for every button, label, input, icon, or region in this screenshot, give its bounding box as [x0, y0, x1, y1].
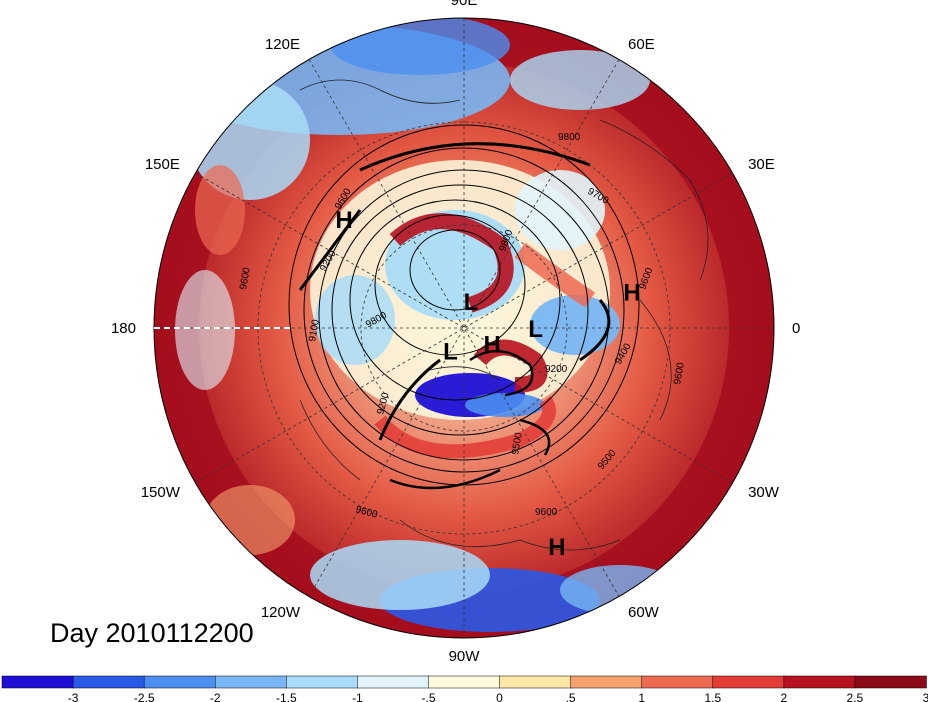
- colorbar-tick-label: -2.5: [134, 691, 155, 702]
- lon-60e-label: 60E: [628, 36, 655, 53]
- day-label: Day 2010112200: [50, 618, 254, 648]
- high-atlantic-marker: H: [548, 534, 565, 561]
- colorbar-swatch: [428, 675, 501, 689]
- colorbar-tick-label: 0: [496, 691, 503, 702]
- colorbar-tick-label: -3: [68, 691, 79, 702]
- high-east-asia-marker: H: [335, 207, 352, 234]
- contour-label: 9200: [545, 364, 568, 375]
- colorbar-swatch: [72, 675, 145, 689]
- colorbar-swatch: [854, 675, 927, 689]
- coastlines: [299, 79, 709, 551]
- colorbar-tick-label: 2.5: [847, 691, 864, 702]
- colorbar-swatch: [641, 675, 714, 689]
- colorbar-tick-label: .5: [566, 691, 576, 702]
- lon-30e-label: 30E: [748, 156, 775, 173]
- contour-label: 9600: [535, 507, 558, 518]
- contour-label: 9800: [558, 132, 581, 143]
- colorbar-tick-label: -1.5: [276, 691, 297, 702]
- lon-90w-label: 90W: [449, 648, 481, 665]
- contour-label: 9500: [510, 431, 525, 455]
- colorbar-swatch: [214, 675, 288, 689]
- colorbar-swatch: [143, 675, 216, 689]
- contour-label: 9100: [307, 318, 322, 342]
- lon-150w-label: 150W: [141, 484, 181, 501]
- lon-150e-label: 150E: [145, 156, 180, 173]
- lon-0-label: 0: [792, 320, 800, 337]
- colorbar-swatch: [357, 675, 430, 689]
- colorbar-tick-label: 1.5: [704, 691, 721, 702]
- colorbar-swatch: [286, 675, 359, 689]
- colorbar-tick-label: -1: [352, 691, 363, 702]
- high-canada-marker: H: [484, 331, 501, 358]
- colorbar-swatch: [570, 675, 643, 689]
- colorbar: -3 -2.5 -2 -1.5 -1 -.5 0 .5 1 1.5 2 2.5 3: [1, 675, 928, 702]
- longitude-labels: 90E 60E 30E 0 30W 60W 90W 120W 150W 180 150E 120E: [111, 0, 800, 665]
- low-alaska-marker: L: [443, 339, 458, 366]
- lon-120w-label: 120W: [261, 604, 301, 621]
- colorbar-tick-label: 1: [638, 691, 645, 702]
- low-scandinavia-marker: L: [528, 316, 543, 343]
- colorbar-tick-label: -2: [210, 691, 221, 702]
- colorbar-tick-label: 2: [780, 691, 787, 702]
- lon-120e-label: 120E: [265, 36, 300, 53]
- colorbar-swatch: [1, 675, 74, 689]
- colorbar-swatch: [712, 675, 785, 689]
- lon-90e-label: 90E: [451, 0, 478, 9]
- contour-label: 9600: [238, 266, 253, 290]
- high-europe-marker: H: [623, 279, 640, 306]
- colorbar-tick-label: -.5: [421, 691, 435, 702]
- low-siberia-marker: L: [464, 289, 479, 316]
- colorbar-swatch: [783, 675, 856, 689]
- lon-60w-label: 60W: [628, 604, 660, 621]
- lon-30w-label: 30W: [748, 484, 780, 501]
- colorbar-tick-label: 3: [923, 691, 928, 702]
- colorbar-swatch: [499, 675, 572, 689]
- contour-label: 9600: [672, 361, 687, 385]
- lon-180-label: 180: [111, 320, 136, 337]
